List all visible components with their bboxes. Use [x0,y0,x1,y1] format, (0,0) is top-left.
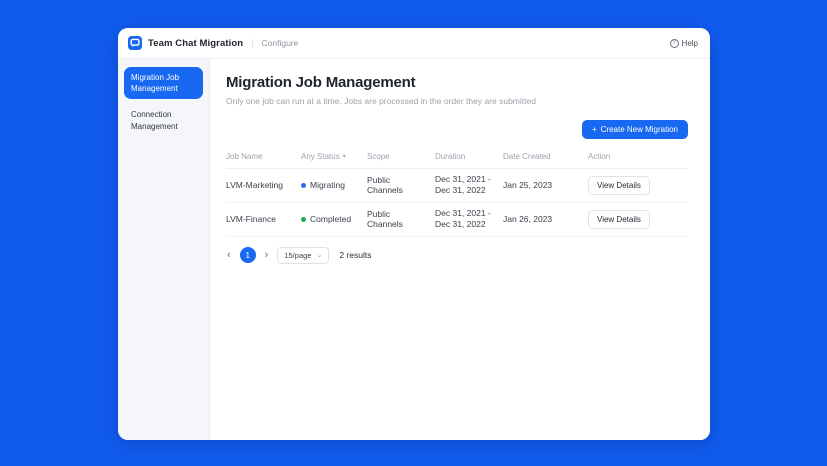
column-header-scope: Scope [367,152,390,161]
page-number-button[interactable]: 1 [239,247,256,264]
prev-page-button[interactable]: ‹ [226,248,232,261]
nav-configure[interactable]: Configure [261,38,299,48]
table-header-row: Job Name Any Status ▾ Scope Duration Dat… [226,152,688,169]
next-page-button[interactable]: › [264,248,270,261]
sidebar-item-migration-job-management[interactable]: Migration Job Management [124,67,203,100]
column-header-action: Action [588,152,611,161]
app-window: Team Chat Migration | Configure ? Help M… [118,28,710,440]
page-size-value: 15/page [284,250,312,260]
status-cell: Migrating [301,180,367,190]
plus-icon: + [591,125,597,134]
status-cell: Completed [301,214,367,224]
column-header-date-created: Date Created [503,152,551,161]
job-name-cell: LVM-Marketing [226,180,283,191]
help-button[interactable]: ? Help [669,38,698,48]
duration-cell: Dec 31, 2021 - Dec 31, 2022 [435,207,491,230]
status-label: Completed [310,214,352,225]
column-header-duration: Duration [435,152,466,161]
select-caret-icon: ⌄ [316,252,323,260]
date-created-cell: Jan 25, 2023 [503,180,553,191]
header-left-group: Team Chat Migration | Configure [128,36,298,50]
column-header-job-name: Job Name [226,152,263,161]
status-dot-migrating [301,182,306,188]
status-filter-label: Any Status [301,152,340,161]
sidebar: Migration Job Management Connection Mana… [118,59,210,440]
date-created-cell: Jan 26, 2023 [503,214,553,225]
app-title: Team Chat Migration [148,37,244,49]
job-name-cell: LVM-Finance [226,214,276,225]
chevron-right-icon: › [264,248,269,261]
main-content: Migration Job Management Only one job ca… [210,59,710,440]
view-details-button[interactable]: View Details [588,175,650,195]
create-button-label: Create New Migration [600,125,678,134]
app-logo-chat-icon [128,36,142,50]
status-dot-completed [301,216,306,222]
scope-cell: Public Channels [367,175,403,196]
status-label: Migrating [310,180,345,191]
status-filter-dropdown[interactable]: Any Status ▾ [301,152,367,161]
sidebar-item-connection-management[interactable]: Connection Management [131,110,178,131]
action-cell: View Details [588,175,688,195]
results-count: 2 results [339,250,372,261]
help-label: Help [681,38,698,48]
create-new-migration-button[interactable]: + Create New Migration [581,120,688,139]
window-body: Migration Job Management Connection Mana… [118,59,710,440]
table-row: LVM-Marketing Migrating Public Channels … [226,169,688,203]
duration-cell: Dec 31, 2021 - Dec 31, 2022 [435,174,491,196]
caret-down-icon: ▾ [342,154,346,160]
top-header-bar: Team Chat Migration | Configure ? Help [118,28,710,59]
scope-cell: Public Channels [367,209,403,230]
actions-row: + Create New Migration [226,120,688,139]
page-title: Migration Job Management [226,74,416,91]
table-row: LVM-Finance Completed Public Channels De… [226,203,688,237]
action-cell: View Details [588,209,688,229]
header-divider: | [251,38,254,48]
page-size-select[interactable]: 15/page ⌄ [277,246,330,264]
view-details-button[interactable]: View Details [588,209,650,229]
page-subtitle: Only one job can run at a time. Jobs are… [226,96,536,106]
pagination: ‹ 1 › 15/page ⌄ 2 results [226,246,688,264]
help-question-icon: ? [669,38,679,48]
migration-jobs-table: Job Name Any Status ▾ Scope Duration Dat… [226,152,688,237]
chevron-left-icon: ‹ [227,248,231,261]
